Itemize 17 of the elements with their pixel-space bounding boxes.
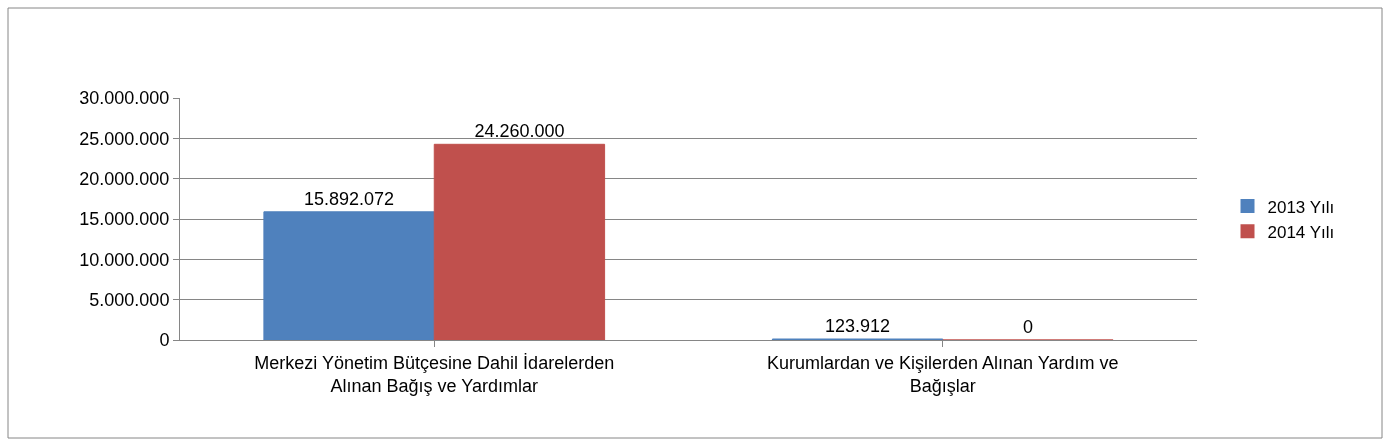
- y-tick-label: 25.000.000: [79, 128, 170, 149]
- y-tick-label: 0: [159, 330, 170, 351]
- data-label: 0: [1022, 317, 1033, 337]
- x-tick-label: Merkezi Yönetim Bütçesine Dahil İdarelerden Alınan Bağış ve Yardımlar: [254, 352, 615, 396]
- legend-label: 2014 Yılı: [1267, 222, 1335, 242]
- data-label: 123.912: [825, 316, 891, 336]
- y-tick-label: 30.000.000: [79, 88, 170, 109]
- y-tick-label: 20.000.000: [79, 168, 170, 189]
- data-label: 15.892.072: [304, 188, 395, 209]
- bar: [433, 143, 606, 340]
- x-tick-label: Kurumlardan ve Kişilerden Alınan Yardım ve Bağışlar: [766, 352, 1119, 396]
- data-label: 24.260.000: [474, 121, 565, 142]
- legend-label: 2013 Yılı: [1267, 197, 1335, 217]
- y-tick-label: 5.000.000: [89, 289, 170, 310]
- y-tick-label: 10.000.000: [79, 249, 170, 270]
- bar: [263, 211, 435, 340]
- y-tick-label: 15.000.000: [79, 209, 170, 230]
